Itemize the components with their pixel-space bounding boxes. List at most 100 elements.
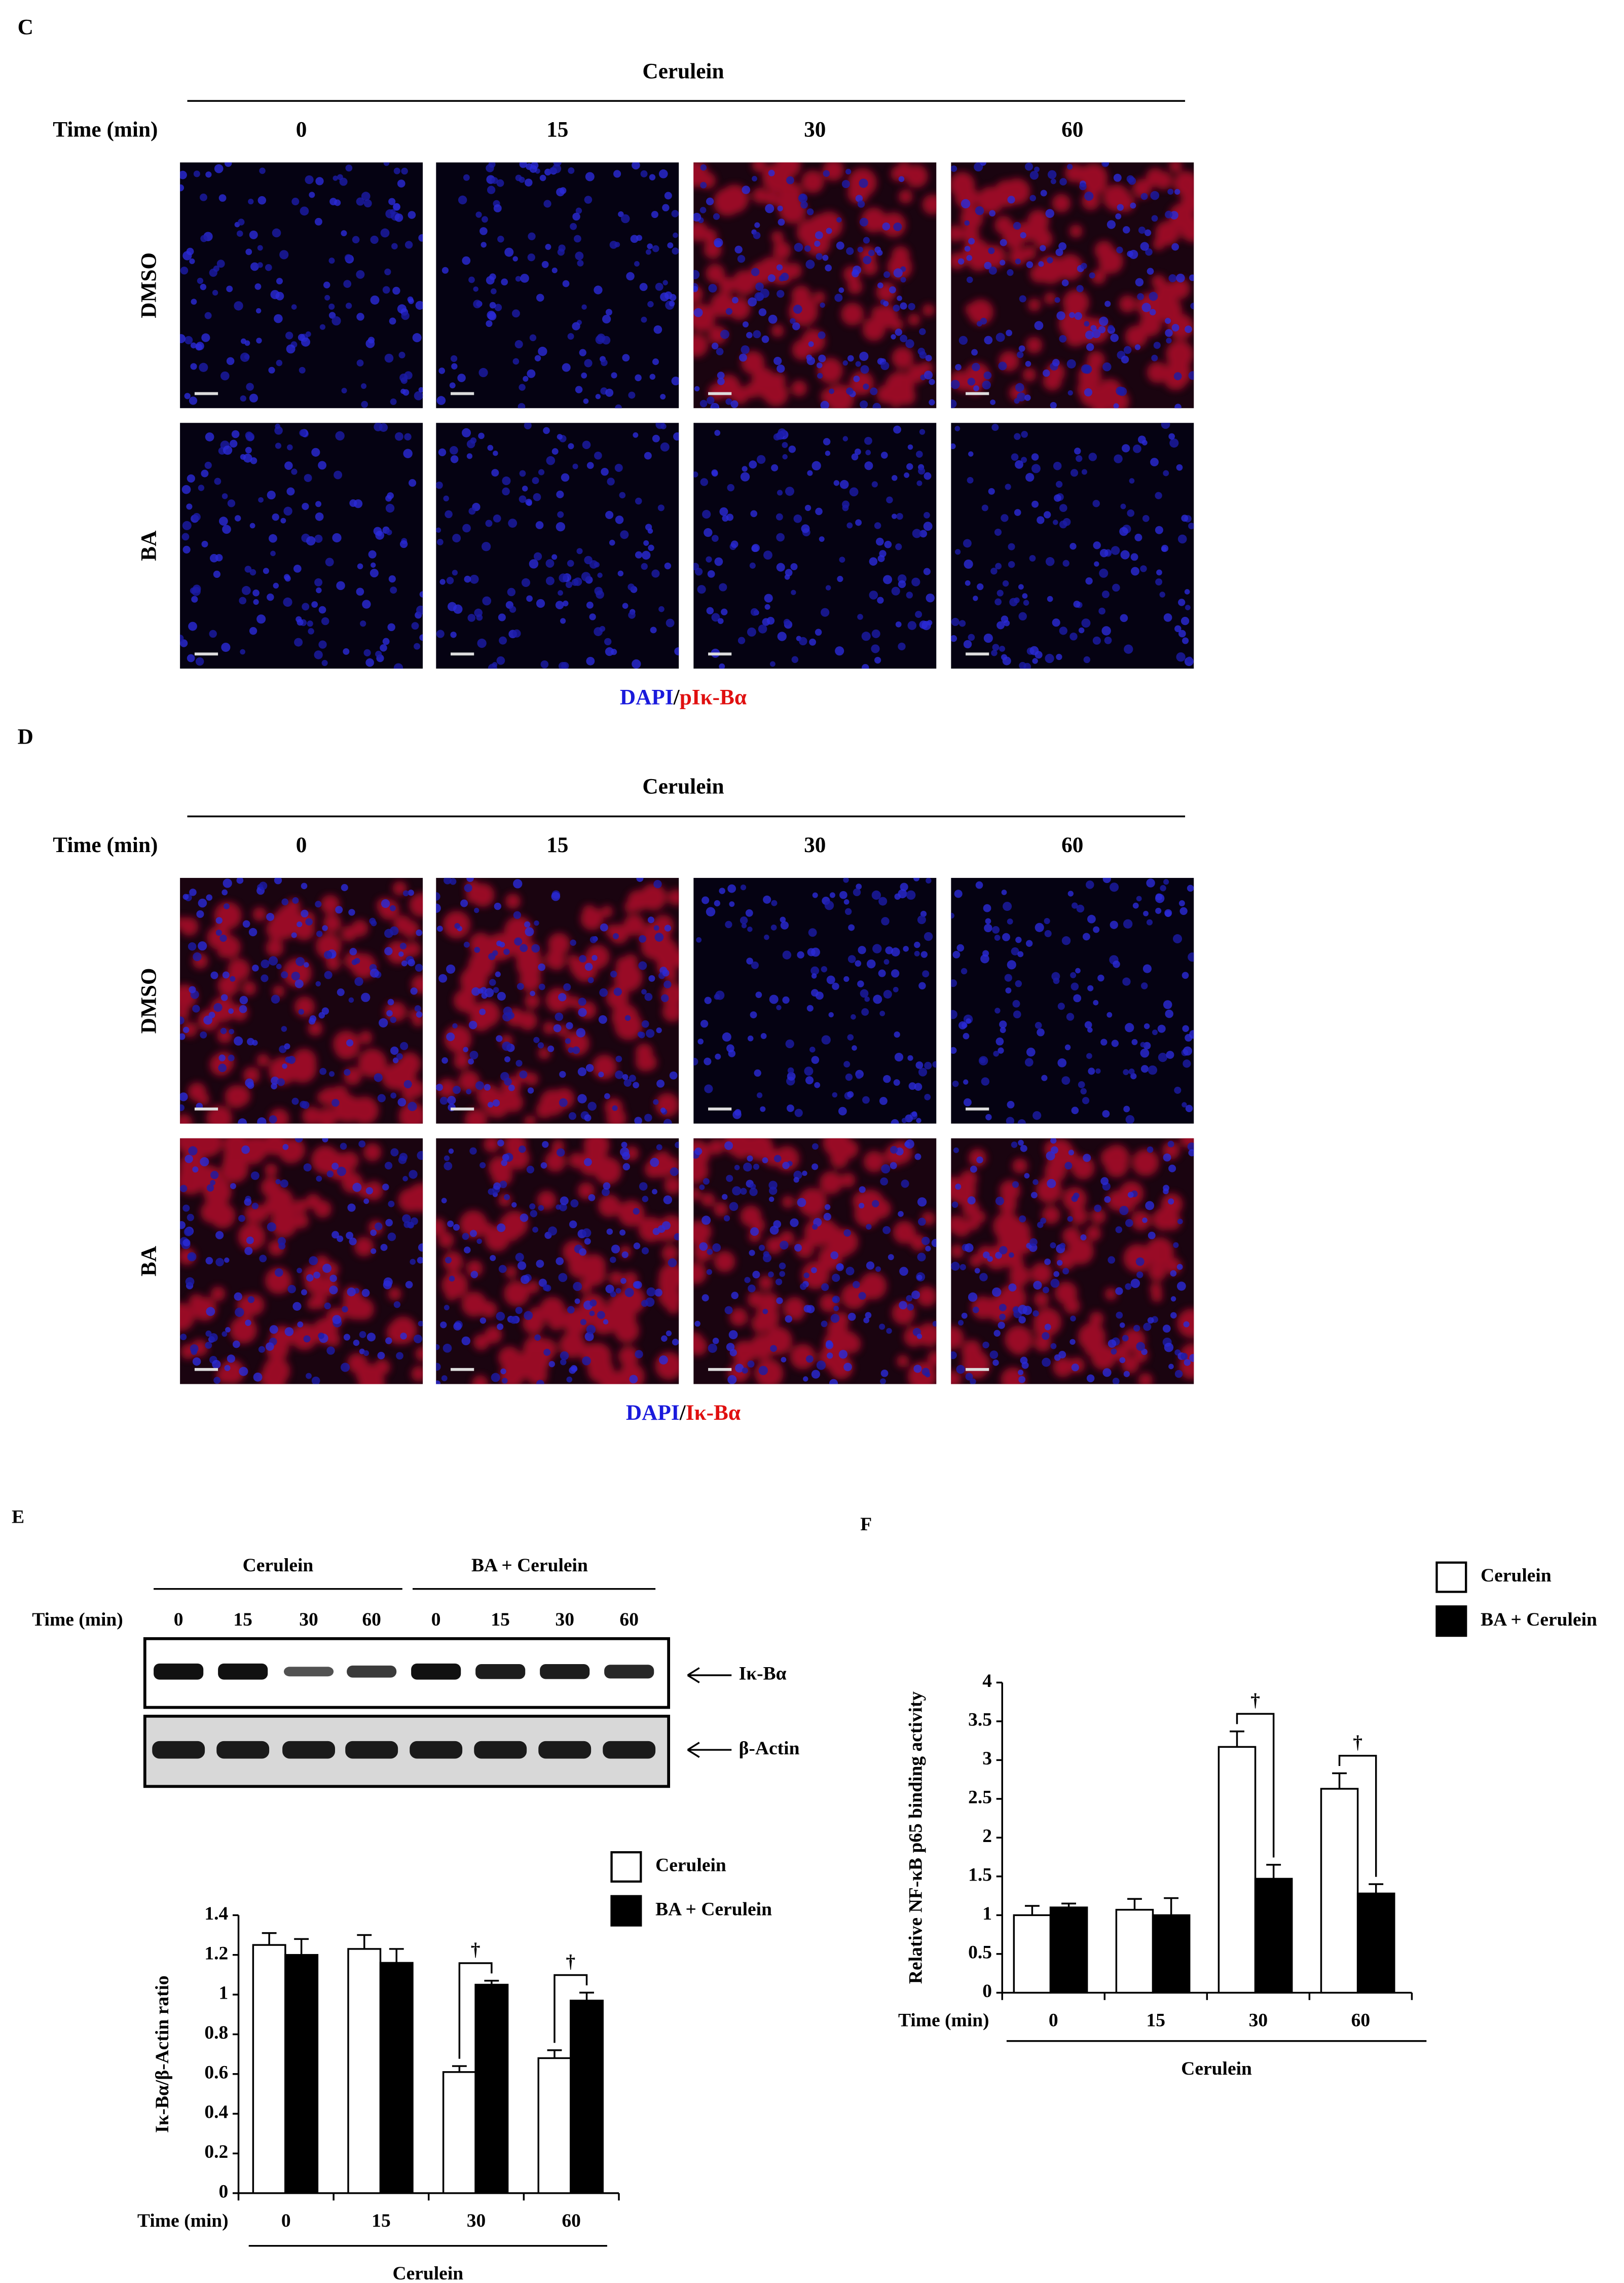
nucleus [370, 569, 379, 578]
nucleus [724, 1306, 733, 1314]
red-signal [817, 357, 843, 384]
nucleus [190, 342, 197, 349]
nucleus [1044, 1258, 1051, 1265]
nucleus [804, 1066, 814, 1076]
x-tick-label: 0 [1049, 2010, 1058, 2031]
nucleus [304, 962, 309, 968]
nucleus [326, 1170, 334, 1177]
nucleus [762, 1157, 768, 1163]
red-signal [792, 339, 813, 360]
nucleus [535, 521, 544, 529]
nucleus [730, 540, 739, 548]
nucleus [869, 557, 878, 566]
nucleus [1181, 514, 1189, 522]
nucleus [215, 554, 223, 562]
nucleus [246, 1236, 254, 1244]
nucleus [386, 1010, 393, 1017]
nucleus [740, 1188, 747, 1195]
nucleus [810, 966, 820, 975]
nucleus [918, 1067, 928, 1077]
nucleus [816, 1360, 826, 1370]
nucleus [1147, 1146, 1154, 1153]
nucleus [462, 428, 471, 437]
red-signal [968, 299, 994, 325]
nucleus [715, 1053, 721, 1060]
nucleus [1031, 464, 1041, 473]
nucleus [524, 1311, 533, 1320]
nucleus [534, 920, 539, 926]
nucleus [973, 596, 978, 601]
nucleus [920, 910, 927, 917]
nucleus [821, 966, 828, 973]
nucleus [314, 578, 323, 586]
nucleus [780, 1240, 789, 1250]
nucleus [954, 549, 961, 555]
nucleus [607, 477, 615, 486]
nucleus [542, 1284, 549, 1291]
nucleus [341, 884, 348, 892]
nucleus [270, 550, 276, 557]
nucleus [747, 927, 753, 932]
nucleus [874, 246, 881, 253]
nucleus [672, 1339, 679, 1346]
nucleus [244, 340, 250, 346]
nucleus [786, 176, 794, 185]
nucleus [704, 1057, 712, 1065]
nucleus [182, 1239, 191, 1246]
nucleus [661, 994, 669, 1002]
red-signal [407, 1183, 423, 1212]
red-signal [1078, 1322, 1106, 1351]
nucleus [751, 543, 760, 552]
nucleus [408, 211, 416, 219]
nucleus [694, 1320, 700, 1327]
nucleus [920, 951, 928, 958]
nucleus [257, 245, 263, 251]
x-axis-label: Time (min) [898, 2010, 989, 2031]
nucleus [1012, 1306, 1020, 1313]
nucleus [1083, 1154, 1091, 1162]
nucleus [1055, 481, 1063, 488]
nucleus [584, 1114, 592, 1122]
nucleus [858, 1292, 866, 1300]
nucleus [770, 1345, 777, 1352]
nucleus [624, 1015, 631, 1021]
nucleus [384, 929, 393, 938]
red-signal [436, 1218, 447, 1236]
nucleus [979, 1273, 988, 1281]
micrograph [436, 162, 679, 409]
red-signal [503, 1280, 530, 1307]
red-signal [367, 1374, 381, 1384]
red-signal [481, 1301, 498, 1318]
nucleus [749, 562, 756, 569]
nucleus [639, 283, 648, 291]
nucleus [305, 918, 313, 926]
nucleus [193, 170, 200, 177]
nucleus [893, 305, 900, 312]
red-signal [916, 1286, 937, 1307]
red-signal [961, 1344, 977, 1360]
nucleus [583, 398, 589, 404]
nucleus [1013, 1010, 1021, 1019]
micrograph-image [436, 162, 679, 409]
nucleus [1070, 972, 1077, 978]
nucleus [235, 1307, 244, 1317]
nucleus [182, 545, 191, 554]
nucleus [877, 597, 884, 604]
red-signal [771, 324, 784, 338]
x-tick-label: 60 [1351, 2010, 1371, 2031]
nucleus [1047, 1179, 1056, 1188]
nucleus [349, 1237, 357, 1245]
nucleus [449, 382, 456, 389]
nucleus [602, 1188, 610, 1196]
nucleus [224, 1365, 231, 1371]
nucleus [558, 244, 566, 252]
nucleus [334, 470, 343, 480]
nucleus [515, 174, 522, 181]
nucleus [1123, 1069, 1129, 1076]
nucleus [493, 987, 499, 993]
nucleus [620, 530, 629, 539]
nucleus [390, 1016, 396, 1023]
nucleus [249, 393, 259, 402]
red-signal [771, 231, 784, 244]
error-bar [1230, 1730, 1244, 1747]
